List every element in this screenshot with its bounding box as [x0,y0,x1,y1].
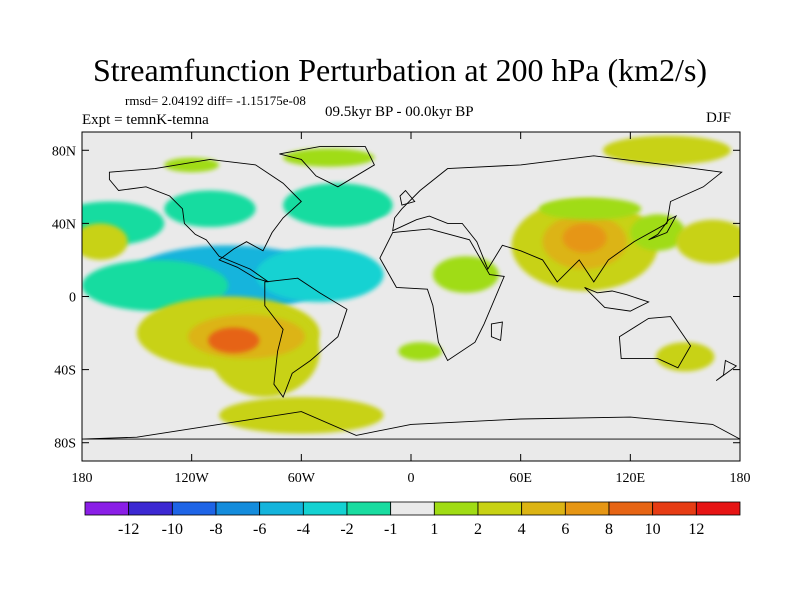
colorbar-label: 1 [430,521,438,538]
colorbar-label: -6 [253,521,266,538]
anomaly-contour [82,223,128,260]
period-label: 09.5kyr BP - 00.0kyr BP [325,104,474,120]
coastline-uk [399,189,416,206]
colorbar-swatch [564,501,610,516]
colorbar-label: -2 [340,521,353,538]
anomaly-contour [219,397,384,434]
colorbar-label: -10 [162,521,183,538]
colorbar-swatch [521,501,566,516]
anomaly-contour [164,157,220,173]
anomaly-contour [474,174,567,200]
colorbar-swatch [346,501,392,516]
plot-title: Streamfunction Perturbation at 200 hPa (… [92,52,708,88]
anomaly-contour [283,183,393,228]
experiment-label: Expt = temnK-temna [82,112,209,128]
colorbar-label: -4 [297,521,310,538]
anomaly-contour [557,415,631,434]
colorbar-label: 8 [605,521,613,538]
coastline-japan [648,215,678,241]
season-label: DJF [706,110,732,126]
x-tick-label: 180 [72,471,93,486]
coastline-south-america [264,277,348,398]
y-tick-label: 40N [52,217,76,232]
colorbar-swatch [302,501,348,516]
coastline-africa [379,228,505,362]
anomaly-contour [655,342,715,372]
anomaly-contour [208,327,260,354]
anomaly-contour [398,342,443,361]
colorbar-label: 12 [688,521,704,538]
colorbar-swatch [128,501,173,516]
colorbar: -12 -10 -8 -6 -4 -2 -1 1 2 4 6 8 10 12 [84,501,741,538]
anomaly-contour [621,387,740,425]
y-tick-label: 0 [69,291,76,306]
coastline-north-america [108,158,302,283]
anomaly-contour [602,135,731,165]
y-tick-label: 80N [52,144,76,159]
map-axes: 80N 40N 0 40S 80S 180 120W 60W 0 60E 120E 180 [52,132,751,486]
colorbar-label: -12 [118,521,139,538]
coastline-antarctica [82,411,740,440]
colorbar-swatch [215,501,261,516]
coastline-australia [618,316,692,369]
y-tick-label: 40S [54,364,76,379]
coastline-indonesia [584,286,650,312]
coastline-madagascar [490,321,503,342]
anomaly-contours [82,135,740,434]
anomaly-contour [411,325,667,359]
colorbar-swatch [390,501,435,516]
anomaly-contour [255,247,384,302]
colorbar-swatch [477,501,523,516]
colorbar-swatch [433,501,479,516]
x-tick-label: 120W [175,471,210,486]
colorbar-label: -8 [209,521,222,538]
x-tick-label: 60W [288,471,316,486]
coastline-new-zealand [715,359,738,381]
anomaly-contour [82,398,137,421]
colorbar-label: 6 [561,521,569,538]
anomaly-contour [562,223,607,253]
colorbar-swatch [259,501,304,516]
colorbar-swatch [84,501,130,516]
anomaly-contour [538,197,642,220]
rmsd-stats: rmsd= 2.04192 diff= -1.15175e-08 [125,93,306,108]
coastline-eurasia [392,155,723,283]
anomaly-contour [432,256,499,293]
y-tick-label: 80S [54,437,76,452]
x-tick-label: 0 [408,471,415,486]
colorbar-swatch [171,501,217,516]
coastlines [82,146,740,440]
coastline-greenland [279,146,375,188]
colorbar-label: 10 [645,521,661,538]
x-tick-label: 60E [509,471,532,486]
anomaly-contour [164,190,256,228]
x-tick-label: 180 [730,471,751,486]
x-tick-label: 120E [616,471,646,486]
colorbar-swatch [608,501,654,516]
colorbar-label: 2 [474,521,482,538]
map-plot-area [81,131,741,462]
colorbar-label: 4 [518,521,526,538]
colorbar-swatch [695,501,741,516]
anomaly-contour [283,148,375,167]
colorbar-label: -1 [384,521,397,538]
anomaly-contour [676,219,740,264]
anomaly-contour [82,259,229,312]
colorbar-swatch [652,501,697,516]
